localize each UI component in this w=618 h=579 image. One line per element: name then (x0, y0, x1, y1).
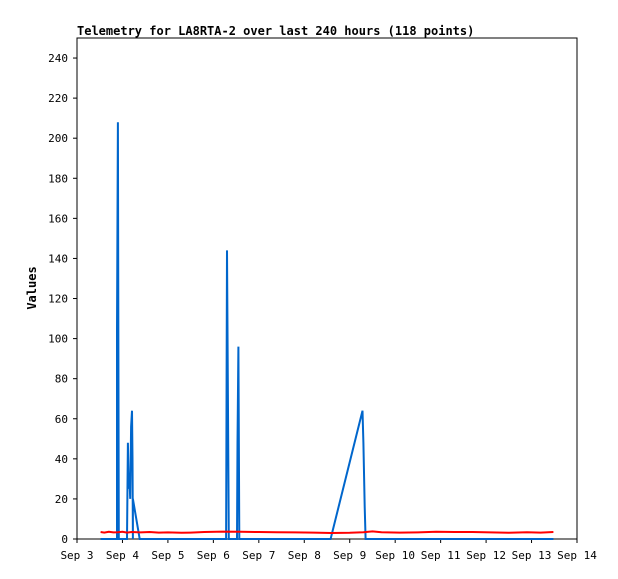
plot-frame (76, 37, 578, 540)
series-line-2 (100, 530, 554, 535)
x-axis: Sep 3 Sep 4 Sep 5 Sep 6 Sep 7 Sep 8 Sep 9 Sep 1… (60, 539, 597, 562)
y-tick-label: 20 (55, 493, 68, 506)
y-axis: 0 20 40 60 80 100 120 140 160 180 200 220 240 (48, 52, 77, 546)
x-tick-label: Sep 5 (151, 549, 184, 562)
y-tick-label: 160 (48, 212, 68, 225)
y-tick-label: 80 (55, 373, 68, 386)
x-tick-label: Sep 13 (512, 549, 552, 562)
x-tick-label: Sep 14 (557, 549, 597, 562)
y-axis-label: Values (25, 266, 39, 309)
y-tick-label: 120 (48, 293, 68, 306)
chart-title: Telemetry for LA8RTA-2 over last 240 hou… (77, 24, 474, 38)
x-tick-label: Sep 4 (106, 549, 139, 562)
y-tick-label: 220 (48, 92, 68, 105)
y-tick-label: 200 (48, 132, 68, 145)
y-tick-label: 0 (61, 533, 68, 546)
x-tick-label: Sep 10 (375, 549, 415, 562)
x-tick-label: Sep 12 (466, 549, 506, 562)
x-tick-label: Sep 9 (333, 549, 366, 562)
x-tick-label: Sep 7 (242, 549, 275, 562)
series-group (100, 122, 554, 540)
y-tick-label: 100 (48, 333, 68, 346)
y-tick-label: 240 (48, 52, 68, 65)
series-line-1 (100, 122, 554, 540)
x-tick-label: Sep 11 (421, 549, 461, 562)
x-tick-label: Sep 3 (60, 549, 93, 562)
y-tick-label: 40 (55, 453, 68, 466)
y-tick-label: 60 (55, 413, 68, 426)
x-tick-label: Sep 6 (197, 549, 230, 562)
x-tick-label: Sep 8 (288, 549, 321, 562)
y-tick-label: 140 (48, 252, 68, 265)
y-tick-label: 180 (48, 172, 68, 185)
